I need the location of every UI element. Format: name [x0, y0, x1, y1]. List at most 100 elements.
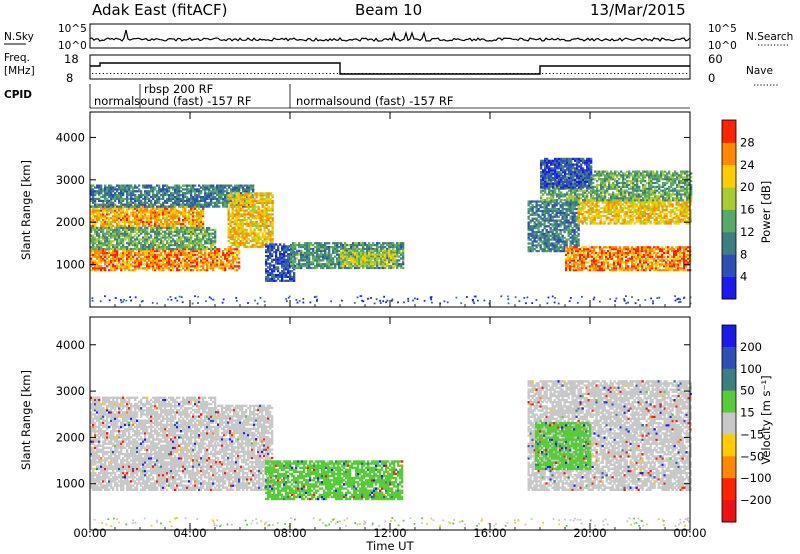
heatmap-cell — [214, 232, 217, 235]
heatmap-cell — [132, 219, 135, 222]
heatmap-cell — [551, 208, 554, 211]
heatmap-cell — [164, 192, 167, 195]
heatmap-cell — [94, 236, 97, 239]
heatmap-cell — [573, 202, 576, 205]
heatmap-cell — [158, 250, 161, 253]
heatmap-cell — [140, 257, 143, 260]
heatmap-cell — [214, 247, 217, 251]
heatmap-cell — [100, 267, 103, 270]
heatmap-cell — [126, 251, 129, 255]
heatmap-cell — [218, 205, 221, 208]
heatmap-cell — [154, 234, 157, 237]
heatmap-cell — [261, 198, 264, 201]
heatmap-cell — [247, 213, 250, 216]
heatmap-cell — [386, 244, 389, 247]
heatmap-cell — [569, 240, 572, 243]
heatmap-cell — [218, 251, 221, 255]
heatmap-cell — [214, 197, 217, 201]
heatmap-cell — [154, 238, 157, 241]
heatmap-cell — [249, 192, 252, 195]
heatmap-cell — [285, 279, 288, 282]
heatmap-cell — [569, 255, 572, 258]
heatmap-cell — [176, 222, 179, 226]
heatmap-cell — [184, 215, 187, 218]
heatmap-cell — [251, 232, 254, 235]
heatmap-cell — [218, 197, 221, 201]
heatmap-cell — [90, 209, 93, 212]
heatmap-cell — [547, 209, 550, 213]
heatmap-cell — [154, 207, 157, 210]
heatmap-cell — [98, 205, 101, 208]
heatmap-cell — [597, 265, 600, 268]
heatmap-cell — [108, 186, 111, 189]
heatmap-cell — [186, 257, 189, 260]
heatmap-cell — [90, 186, 93, 189]
heatmap-cell — [176, 244, 179, 247]
heatmap-cell — [287, 254, 290, 258]
heatmap-cell — [605, 259, 608, 262]
heatmap-cell — [182, 253, 185, 257]
heatmap-cell — [130, 199, 133, 203]
heatmap-cell — [227, 198, 230, 201]
heatmap-cell — [216, 265, 219, 268]
heatmap-cell — [228, 201, 231, 204]
heatmap-cell — [247, 200, 250, 203]
heatmap-cell — [118, 194, 121, 197]
heatmap-cell — [545, 225, 548, 228]
heatmap-cell — [394, 255, 397, 258]
heatmap-cell — [344, 265, 347, 268]
heatmap-cell — [146, 228, 149, 232]
heatmap-cell — [334, 255, 337, 258]
heatmap-cell — [277, 268, 280, 271]
heatmap-cell — [98, 240, 101, 243]
heatmap-cell — [170, 207, 173, 210]
heatmap-cell — [150, 242, 153, 245]
heatmap-cell — [138, 226, 141, 230]
heatmap-cell — [368, 257, 371, 260]
heatmap-cell — [128, 228, 131, 232]
heatmap-cell — [192, 197, 195, 201]
heatmap-cell — [172, 209, 175, 212]
heatmap-cell — [104, 199, 107, 203]
heatmap-cell — [271, 247, 274, 250]
heatmap-cell — [352, 251, 355, 254]
heatmap-cell — [152, 240, 155, 243]
heatmap-cell — [338, 246, 341, 249]
heatmap-cell — [271, 277, 274, 281]
heatmap-cell — [555, 250, 558, 253]
heatmap-cell — [577, 248, 580, 251]
heatmap-cell — [302, 251, 305, 254]
heatmap-cell — [92, 194, 95, 197]
heatmap-cell — [261, 234, 264, 237]
heatmap-cell — [294, 246, 297, 249]
heatmap-cell — [164, 199, 167, 203]
heatmap-cell — [561, 204, 564, 207]
heatmap-cell — [527, 209, 530, 213]
heatmap-cell — [535, 227, 538, 230]
heatmap-cell — [106, 201, 109, 204]
heatmap-cell — [559, 246, 562, 249]
heatmap-cell — [122, 250, 125, 253]
heatmap-cell — [573, 261, 576, 264]
heatmap-cell — [553, 232, 556, 236]
heatmap-cell — [208, 240, 211, 243]
heatmap-cell — [238, 251, 241, 255]
heatmap-cell — [134, 190, 137, 193]
heatmap-cell — [122, 253, 125, 257]
heatmap-cell — [166, 265, 169, 268]
heatmap-cell — [168, 199, 171, 203]
heatmap-cell — [190, 253, 193, 257]
heatmap-cell — [238, 267, 241, 270]
heatmap-cell — [324, 249, 327, 253]
heatmap-cell — [208, 267, 211, 270]
heatmap-cell — [112, 188, 115, 191]
heatmap-cell — [567, 200, 570, 203]
heatmap-cell — [235, 194, 238, 197]
heatmap-cell — [372, 253, 375, 256]
heatmap-cell — [234, 194, 237, 197]
heatmap-cell — [356, 246, 359, 249]
heatmap-cell — [146, 207, 149, 210]
heatmap-cell — [134, 195, 137, 199]
heatmap-cell — [350, 266, 353, 270]
heatmap-cell — [255, 209, 258, 212]
